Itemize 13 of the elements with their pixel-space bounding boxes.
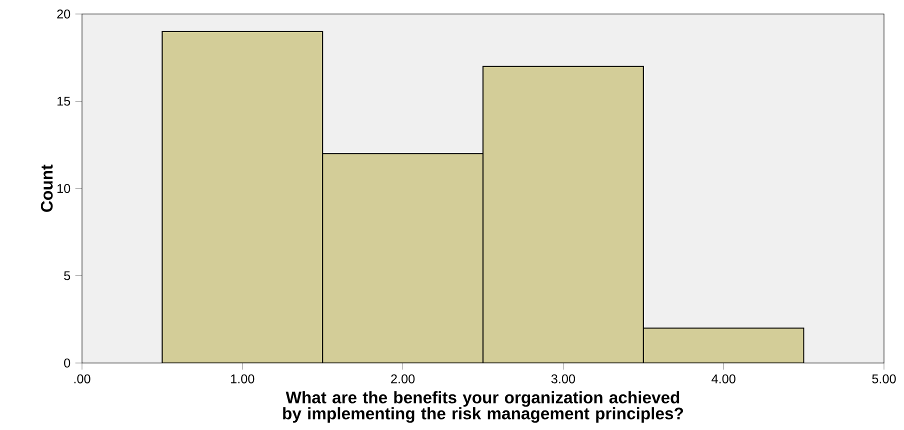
- x-tick-label: 2.00: [391, 374, 415, 384]
- x-tick-label: 3.00: [551, 374, 576, 384]
- x-tick-label: 5.00: [872, 374, 896, 384]
- x-tick-label: 1.00: [231, 374, 254, 384]
- y-tick-label: 0: [64, 358, 70, 368]
- y-tick-label: 5: [64, 271, 70, 280]
- y-tick-label: 15: [58, 96, 70, 106]
- y-tick-label: 20: [57, 10, 70, 18]
- y-tick-label: 10: [58, 184, 70, 193]
- x-axis-title: What are the benefits your organization achieved by implementing the risk management principles?: [283, 391, 683, 423]
- x-tick-label: .00: [74, 374, 90, 384]
- x-tick-label: 4.00: [712, 374, 736, 384]
- y-axis-title: Count: [40, 164, 53, 212]
